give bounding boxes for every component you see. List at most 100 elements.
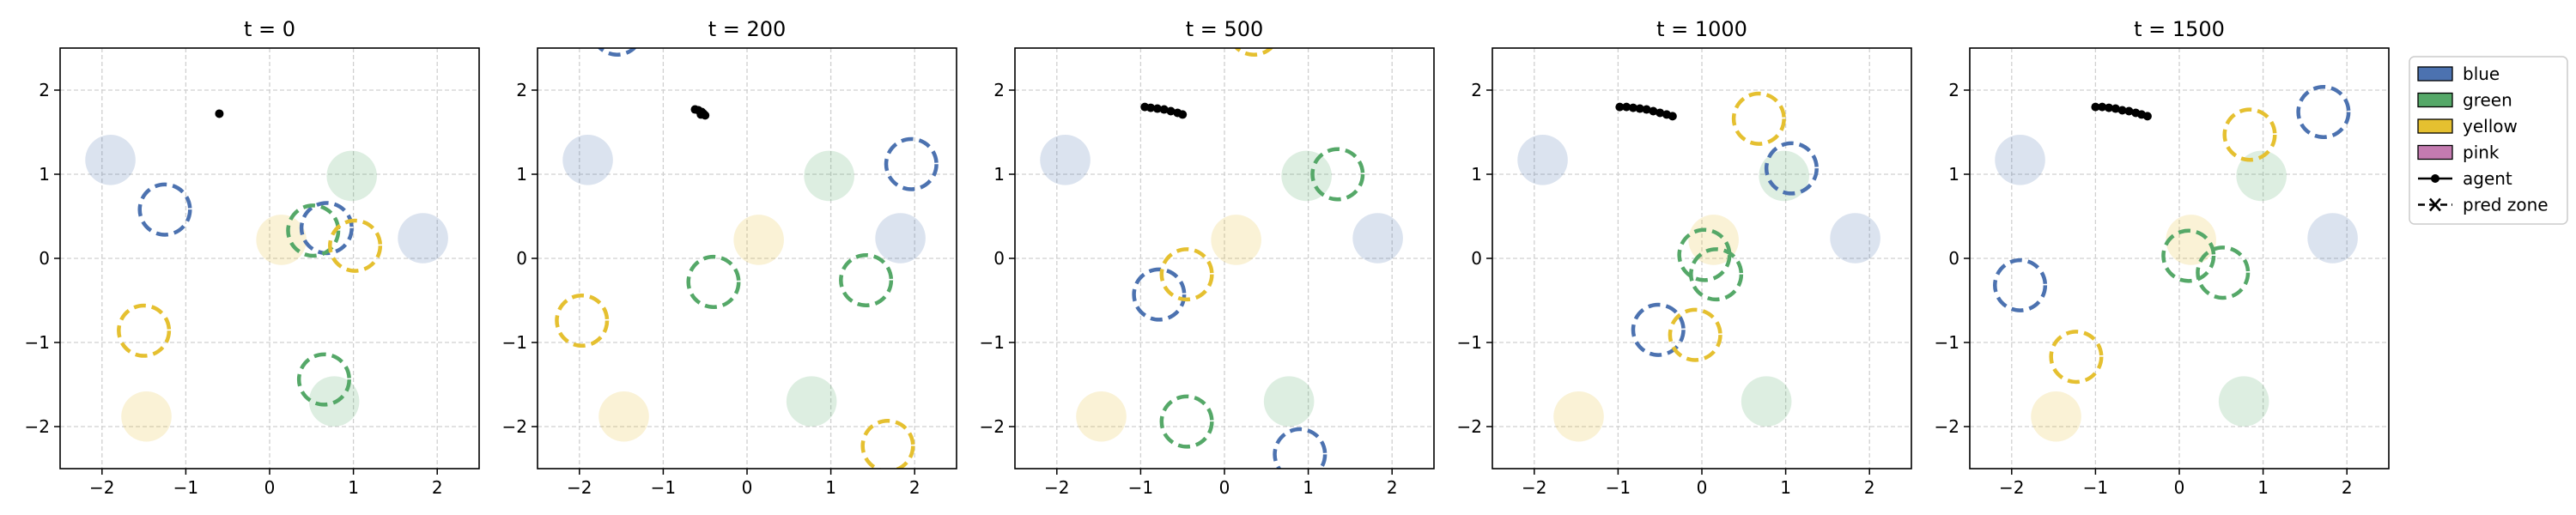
y-tick-label: −2 <box>502 416 527 437</box>
subplot-title: t = 0 <box>244 17 295 41</box>
zone-green <box>786 376 837 427</box>
zone-blue <box>1995 135 2045 185</box>
zone-green <box>1741 376 1792 427</box>
zone-yellow <box>2166 215 2216 265</box>
y-tick-label: −2 <box>1457 416 1482 437</box>
legend-swatch <box>2417 144 2453 161</box>
y-tick-label: 2 <box>1948 80 1959 100</box>
y-tick-label: 1 <box>1471 164 1482 185</box>
plot-area <box>1993 84 2358 442</box>
subplot-title: t = 1000 <box>1656 17 1747 41</box>
y-tick-label: 1 <box>39 164 50 185</box>
zone-yellow <box>1211 215 1261 265</box>
legend-label: agent <box>2463 168 2512 189</box>
x-tick-label: −2 <box>567 477 592 498</box>
pred-zone-yellow <box>1731 91 1786 146</box>
agent-point <box>696 110 706 119</box>
pred-zone-yellow <box>555 293 610 348</box>
y-tick-label: 0 <box>1948 248 1959 269</box>
legend-label: blue <box>2463 64 2500 84</box>
zone-blue <box>1830 213 1880 264</box>
x-tick-label: 1 <box>2257 477 2269 498</box>
x-tick-label: 2 <box>2342 477 2353 498</box>
legend-item-blue: blue <box>2417 64 2500 84</box>
y-tick-label: 2 <box>1471 80 1482 100</box>
x-tick-label: 1 <box>1303 477 1314 498</box>
plot-area <box>1040 48 1403 469</box>
grid <box>1492 48 1911 469</box>
zone-blue <box>1352 213 1403 264</box>
pred-zone-green <box>2161 228 2216 283</box>
grid <box>538 48 957 469</box>
legend-swatch <box>2417 66 2453 82</box>
y-tick-label: −1 <box>25 332 50 353</box>
y-tick-label: 0 <box>516 248 527 269</box>
legend-item-pred-zone: pred zone <box>2418 195 2549 215</box>
subplot-1: −2 −1 0 1 2 −2 −1 0 1 2 t = 200 <box>502 17 957 498</box>
y-tick-label: 0 <box>39 248 50 269</box>
legend-item-green: green <box>2417 90 2512 111</box>
y-tick-label: −2 <box>1935 416 1959 437</box>
agent-point <box>1166 106 1176 116</box>
legend-label: pred zone <box>2463 195 2549 215</box>
pred-zone-green <box>686 254 741 309</box>
legend: blue green yellow pink agent pred zone <box>2409 56 2568 225</box>
agent-point <box>2117 106 2127 115</box>
pred-zone-green <box>1689 247 1744 302</box>
y-tick-label: 1 <box>993 164 1005 185</box>
zone-green <box>1263 376 1315 427</box>
zone-blue <box>398 213 448 264</box>
x-tick-label: 1 <box>1780 477 1791 498</box>
legend-item-yellow: yellow <box>2417 116 2518 136</box>
pred-zone-blue <box>597 48 637 57</box>
pred-zone-yellow <box>2222 107 2277 162</box>
zone-blue <box>562 135 613 185</box>
x-tick-label: 0 <box>1697 477 1708 498</box>
zone-blue <box>875 213 926 264</box>
x-tick-label: 2 <box>909 477 920 498</box>
zone-blue <box>1517 135 1568 185</box>
pred-zone-blue <box>884 136 939 191</box>
pred-zone-green <box>1159 394 1214 449</box>
legend-item-agent: agent <box>2418 168 2512 189</box>
zone-yellow <box>1076 391 1127 442</box>
pred-zone-yellow <box>1668 307 1722 362</box>
agent-point <box>1642 105 1651 114</box>
legend-swatch <box>2417 118 2453 134</box>
pred-zone-green <box>296 352 351 407</box>
legend-item-pink: pink <box>2417 142 2500 163</box>
pred-zone-green <box>839 252 894 308</box>
subplot-0: −2 −1 0 1 2 −2 −1 0 1 2 t = 0 <box>25 17 480 498</box>
x-tick-label: −2 <box>1999 477 2024 498</box>
pred-zone-blue <box>1764 141 1819 196</box>
subplot-title: t = 200 <box>708 17 787 41</box>
pred-zone-yellow <box>1159 247 1214 302</box>
zone-blue <box>1040 135 1091 185</box>
x-tick-label: 2 <box>1864 477 1875 498</box>
y-tick-label: −1 <box>1935 332 1959 353</box>
plot-area <box>85 109 448 442</box>
agent-point <box>1152 104 1162 113</box>
plot-area <box>555 48 939 469</box>
subplot-title: t = 1500 <box>2134 17 2225 41</box>
y-tick-label: 2 <box>516 80 527 100</box>
y-tick-label: 1 <box>516 164 527 185</box>
pred-zone-yellow <box>1234 48 1274 57</box>
pred-zone-blue <box>2296 84 2351 140</box>
agent-point <box>2111 104 2120 113</box>
agent-point <box>1635 104 1644 113</box>
y-tick-label: −1 <box>502 332 527 353</box>
pred-zone-blue <box>1631 302 1686 357</box>
x-tick-label: 2 <box>432 477 443 498</box>
agent-point <box>1649 106 1658 116</box>
zone-yellow <box>121 391 172 442</box>
pred-zone-green <box>2196 245 2251 300</box>
pred-zone-green <box>286 203 341 258</box>
pred-zone-blue <box>1132 267 1187 322</box>
agent-point <box>215 109 224 118</box>
pred-zone-green <box>1310 147 1365 202</box>
zone-blue <box>85 135 136 185</box>
x-tick-label: 1 <box>348 477 359 498</box>
agent-point <box>1668 112 1677 121</box>
